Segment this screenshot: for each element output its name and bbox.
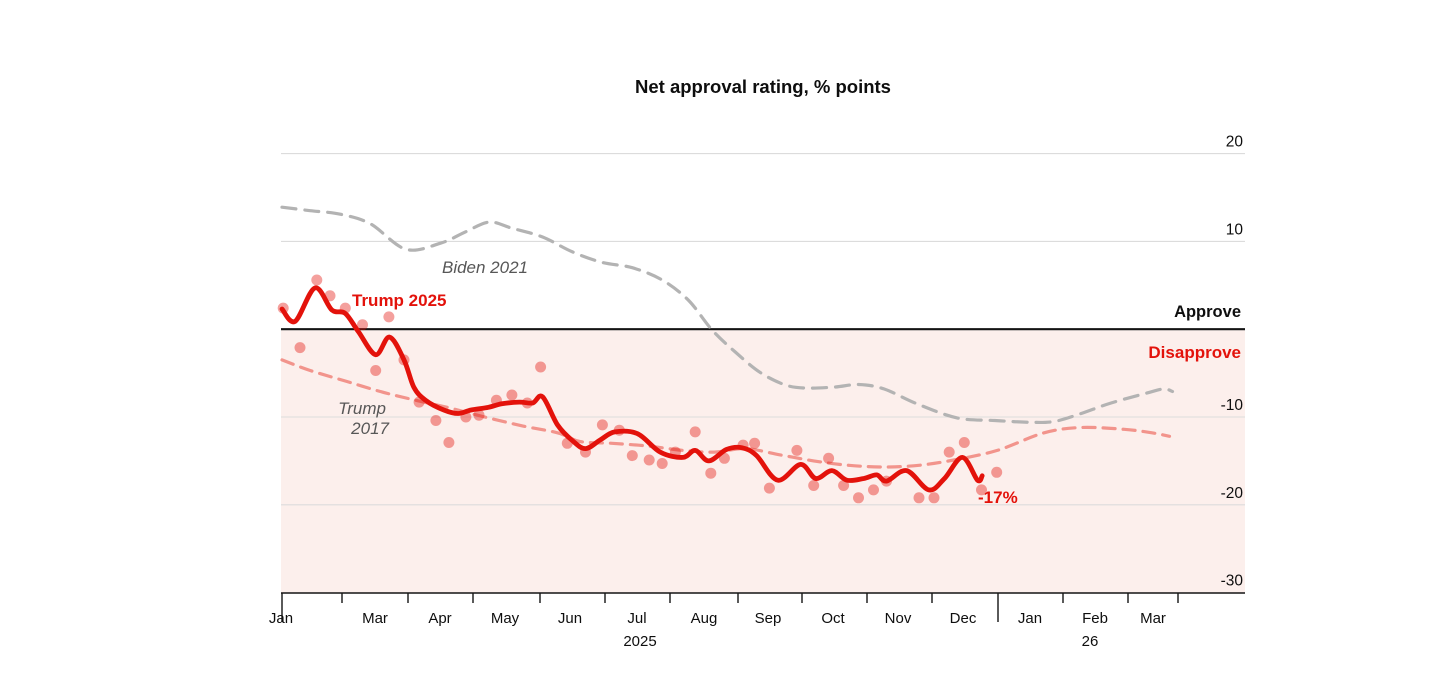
poll-dot	[958, 437, 970, 448]
poll-dot	[705, 467, 717, 479]
trump-2025-label: Trump 2025	[352, 291, 447, 310]
poll-dot	[853, 492, 864, 504]
poll-dot	[991, 466, 1003, 478]
y-tick-label--10: -10	[1221, 397, 1244, 414]
year-label: 2025	[623, 633, 656, 650]
month-label: Aug	[691, 610, 718, 627]
poll-dot	[643, 454, 655, 466]
month-label: Jan	[1018, 610, 1042, 627]
month-label: Nov	[885, 610, 912, 627]
month-label: Mar	[1140, 610, 1166, 627]
y-tick-label--20: -20	[1221, 485, 1244, 502]
poll-dot	[823, 452, 835, 464]
disapprove-label: Disapprove	[1148, 343, 1241, 362]
month-label: Apr	[428, 610, 451, 627]
poll-dot	[596, 419, 608, 431]
poll-dot	[656, 458, 668, 469]
trump-2025-line	[279, 285, 985, 493]
poll-dot	[311, 274, 323, 286]
poll-dot	[535, 361, 547, 373]
approve-label: Approve	[1174, 303, 1241, 321]
poll-dot	[943, 446, 955, 458]
y-tick-label-20: 20	[1226, 134, 1244, 151]
poll-dot	[383, 311, 395, 323]
poll-dot	[838, 480, 850, 491]
poll-dot	[763, 482, 775, 494]
month-label: Feb	[1082, 610, 1108, 627]
poll-dot	[749, 437, 761, 449]
poll-dot	[370, 365, 382, 376]
trump-2017-label-line1: Trump	[338, 399, 386, 418]
month-label: Sep	[755, 610, 782, 627]
poll-dot	[430, 415, 442, 426]
poll-dot	[868, 484, 879, 496]
month-label: Jun	[558, 610, 582, 627]
month-label: May	[491, 610, 520, 627]
year-label: 26	[1082, 633, 1099, 650]
y-tick-label--30: -30	[1221, 573, 1244, 590]
poll-dot	[689, 426, 701, 438]
chart-title: Net approval rating, % points	[635, 76, 891, 97]
poll-dot	[443, 437, 455, 448]
y-tick-label-10: 10	[1226, 221, 1244, 238]
trump-2017-label-line2: 2017	[350, 419, 389, 438]
poll-dot	[913, 492, 925, 504]
month-label: Jan	[269, 610, 293, 627]
month-label: Mar	[362, 610, 388, 627]
poll-dot	[928, 492, 940, 504]
month-label: Jul	[627, 610, 646, 627]
end-value-label: -17%	[978, 488, 1018, 507]
biden-2021-label: Biden 2021	[442, 258, 528, 277]
poll-dot	[473, 409, 485, 421]
poll-dot	[506, 389, 518, 401]
month-label: Oct	[821, 610, 845, 627]
poll-dot	[626, 450, 638, 462]
poll-dot	[791, 444, 803, 456]
poll-dot	[976, 484, 987, 496]
poll-dot	[357, 319, 368, 331]
poll-dot	[294, 342, 306, 354]
biden-2021-line	[280, 205, 1175, 425]
poll-dot	[808, 480, 820, 491]
month-label: Dec	[950, 610, 977, 627]
